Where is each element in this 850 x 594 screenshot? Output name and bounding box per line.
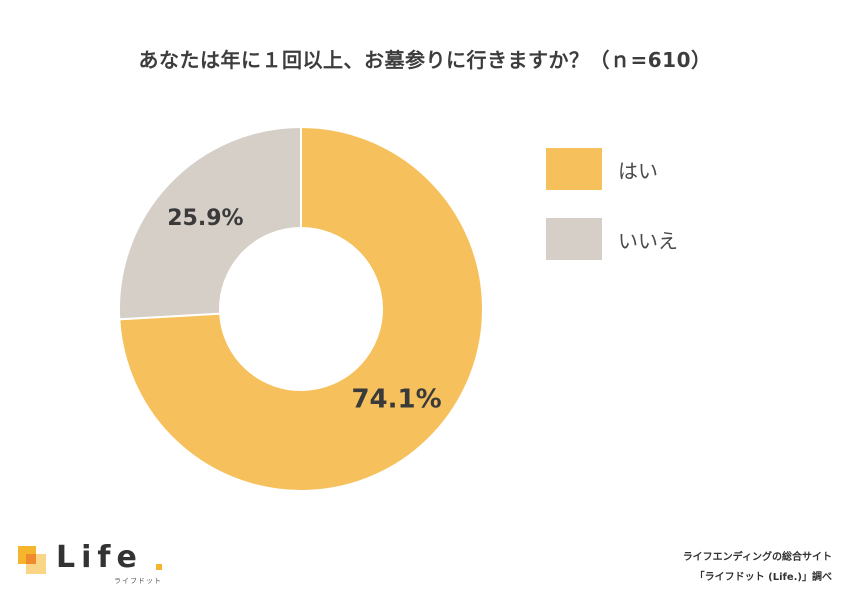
source-credit: ライフエンディングの総合サイト 「ライフドット (Life.)」調べ: [683, 548, 832, 588]
logo-wordmark: Life: [56, 540, 143, 575]
data-label-no: 25.9%: [167, 206, 243, 231]
life-logo: Life ライフドット: [18, 540, 178, 586]
logo-mark-icon: [18, 546, 48, 576]
logo-subtitle: ライフドット: [114, 577, 162, 585]
data-label-yes: 74.1%: [351, 384, 441, 414]
legend-item-no: いいえ: [546, 218, 678, 260]
legend-swatch-no: [546, 218, 602, 260]
chart-title: あなたは年に１回以上、お墓参りに行きますか？（ｎ=610）: [138, 48, 712, 72]
slice-no: [118, 125, 302, 321]
credit-line-1: ライフエンディングの総合サイト: [682, 552, 832, 563]
logo-dot: [156, 564, 162, 570]
legend-label-no: いいえ: [618, 228, 678, 253]
legend-item-yes: はい: [546, 148, 678, 190]
legend-label-yes: はい: [618, 158, 658, 183]
legend-swatch-yes: [546, 148, 602, 190]
slice-yes: [118, 125, 484, 492]
legend: はい いいえ: [546, 148, 678, 288]
credit-line-2: 「ライフドット (Life.)」調べ: [694, 572, 832, 583]
